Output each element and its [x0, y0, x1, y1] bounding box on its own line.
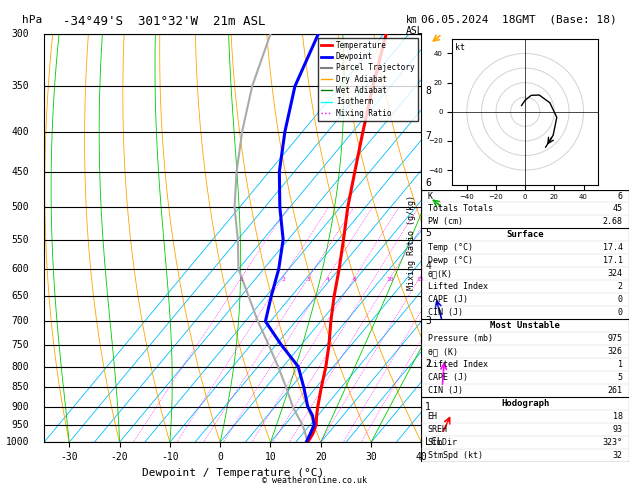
Text: PW (cm): PW (cm)	[428, 217, 463, 226]
Text: 5: 5	[618, 373, 623, 382]
Text: 2.68: 2.68	[603, 217, 623, 226]
Text: 975: 975	[608, 334, 623, 343]
Text: StmSpd (kt): StmSpd (kt)	[428, 451, 482, 460]
Text: 261: 261	[608, 386, 623, 395]
Text: 324: 324	[608, 269, 623, 278]
Text: 32: 32	[613, 451, 623, 460]
Text: 300: 300	[11, 29, 29, 39]
Text: 45: 45	[613, 205, 623, 213]
Text: Totals Totals: Totals Totals	[428, 205, 493, 213]
Text: StmDir: StmDir	[428, 438, 458, 447]
Text: 750: 750	[11, 340, 29, 350]
Text: © weatheronline.co.uk: © weatheronline.co.uk	[262, 476, 367, 485]
Text: 700: 700	[11, 316, 29, 326]
Text: Most Unstable: Most Unstable	[490, 321, 560, 330]
Text: Surface: Surface	[506, 230, 544, 240]
Text: 2: 2	[425, 360, 431, 369]
Text: 0: 0	[618, 295, 623, 304]
Text: CAPE (J): CAPE (J)	[428, 295, 467, 304]
Text: 6: 6	[425, 177, 431, 188]
Text: kt: kt	[455, 43, 465, 52]
Text: θᴇ(K): θᴇ(K)	[428, 269, 453, 278]
Text: 06.05.2024  18GMT  (Base: 18): 06.05.2024 18GMT (Base: 18)	[421, 15, 617, 25]
Text: 15: 15	[416, 278, 423, 282]
Text: 500: 500	[11, 202, 29, 212]
Text: 7: 7	[425, 131, 431, 141]
Text: 2: 2	[618, 282, 623, 291]
Text: 1000: 1000	[6, 437, 29, 447]
Text: CIN (J): CIN (J)	[428, 308, 463, 317]
Text: 0: 0	[618, 308, 623, 317]
Text: 4: 4	[425, 261, 431, 271]
Text: 650: 650	[11, 291, 29, 301]
Text: LCL: LCL	[425, 437, 443, 447]
Text: 93: 93	[613, 425, 623, 434]
Text: 5: 5	[425, 228, 431, 238]
Text: 900: 900	[11, 401, 29, 412]
Text: Lifted Index: Lifted Index	[428, 282, 487, 291]
Text: 3: 3	[307, 278, 311, 282]
Text: 4: 4	[325, 278, 329, 282]
Text: K: K	[428, 191, 433, 201]
Text: Temp (°C): Temp (°C)	[428, 243, 472, 252]
Text: 18: 18	[613, 412, 623, 421]
Text: Lifted Index: Lifted Index	[428, 360, 487, 369]
Text: CIN (J): CIN (J)	[428, 386, 463, 395]
Text: Mixing Ratio (g/kg): Mixing Ratio (g/kg)	[408, 195, 416, 291]
Text: EH: EH	[428, 412, 438, 421]
Text: 1: 1	[618, 360, 623, 369]
Text: 350: 350	[11, 81, 29, 91]
Text: 8: 8	[425, 86, 431, 96]
Text: 17.4: 17.4	[603, 243, 623, 252]
Text: 323°: 323°	[603, 438, 623, 447]
Text: Hodograph: Hodograph	[501, 399, 549, 408]
Legend: Temperature, Dewpoint, Parcel Trajectory, Dry Adiabat, Wet Adiabat, Isotherm, Mi: Temperature, Dewpoint, Parcel Trajectory…	[318, 38, 418, 121]
Text: hPa: hPa	[22, 15, 42, 25]
Text: 800: 800	[11, 362, 29, 372]
Text: 850: 850	[11, 382, 29, 392]
Text: 326: 326	[608, 347, 623, 356]
Text: CAPE (J): CAPE (J)	[428, 373, 467, 382]
Text: 600: 600	[11, 264, 29, 274]
Text: 1: 1	[425, 401, 431, 412]
Text: 17.1: 17.1	[603, 256, 623, 265]
Text: 2: 2	[281, 278, 285, 282]
Text: 10: 10	[387, 278, 394, 282]
Text: SREH: SREH	[428, 425, 448, 434]
Text: 6: 6	[353, 278, 357, 282]
Text: -34°49'S  301°32'W  21m ASL: -34°49'S 301°32'W 21m ASL	[63, 15, 265, 28]
Text: 450: 450	[11, 167, 29, 176]
Text: Dewp (°C): Dewp (°C)	[428, 256, 472, 265]
Text: 1: 1	[240, 278, 243, 282]
Text: 950: 950	[11, 420, 29, 430]
Text: 3: 3	[425, 316, 431, 326]
Text: 6: 6	[618, 191, 623, 201]
Text: Pressure (mb): Pressure (mb)	[428, 334, 493, 343]
Text: 550: 550	[11, 235, 29, 244]
Text: 400: 400	[11, 126, 29, 137]
Text: km
ASL: km ASL	[406, 15, 423, 36]
X-axis label: Dewpoint / Temperature (°C): Dewpoint / Temperature (°C)	[142, 468, 324, 478]
Text: θᴇ (K): θᴇ (K)	[428, 347, 458, 356]
